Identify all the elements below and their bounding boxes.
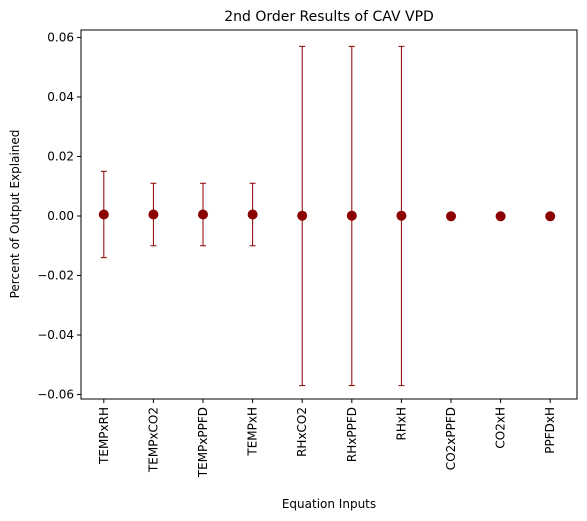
y-tick-label: −0.04 <box>37 328 74 342</box>
x-tick-label: RHxCO2 <box>295 407 309 457</box>
data-point <box>148 209 159 220</box>
x-tick-label: TEMPxH <box>246 407 260 457</box>
data-point <box>98 209 109 220</box>
y-axis-label: Percent of Output Explained <box>8 130 22 299</box>
data-point <box>198 209 209 220</box>
y-tick-label: 0.06 <box>47 30 74 44</box>
y-tick-label: −0.06 <box>37 388 74 402</box>
y-tick-label: 0.00 <box>47 209 74 223</box>
data-point <box>346 210 357 221</box>
x-tick-label: RHxH <box>394 407 408 441</box>
x-tick-label: RHxPPFD <box>345 407 359 462</box>
data-point <box>396 210 407 221</box>
x-tick-label: TEMPxPPFD <box>196 407 210 478</box>
data-point <box>545 211 556 222</box>
x-tick-label: TEMPxCO2 <box>146 407 160 473</box>
x-tick-label: CO2xPPFD <box>444 407 458 470</box>
plot-frame <box>80 29 578 400</box>
chart-title: 2nd Order Results of CAV VPD <box>224 9 434 25</box>
x-tick-label: TEMPxRH <box>97 407 111 465</box>
x-axis-label: Equation Inputs <box>282 497 376 511</box>
data-point <box>247 209 258 220</box>
x-tick-label: CO2xH <box>494 407 508 449</box>
data-point <box>297 210 308 221</box>
data-point <box>495 211 506 222</box>
y-tick-label: −0.02 <box>37 269 74 283</box>
x-tick-label: PPFDxH <box>543 407 557 454</box>
plot-area: −0.06 −0.04 −0.02 0.00 0.02 0.04 0.06 TEMPxRH TE… <box>37 29 578 478</box>
y-tick-label: 0.02 <box>47 149 74 163</box>
data-point <box>446 211 457 222</box>
y-tick-label: 0.04 <box>47 90 74 104</box>
